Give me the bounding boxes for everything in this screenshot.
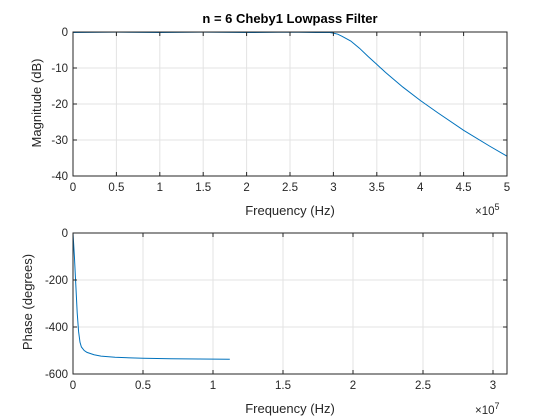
x-axis-multiplier: ×105 xyxy=(475,202,500,218)
x-tick-label: 1 xyxy=(157,182,163,194)
x-axis-label: Frequency (Hz) xyxy=(245,401,335,416)
grid xyxy=(73,233,507,374)
axes-box xyxy=(72,31,508,177)
x-tick-label: 0.5 xyxy=(108,182,124,194)
y-tick-label: -10 xyxy=(51,63,68,75)
y-tick-label: -600 xyxy=(45,369,68,381)
y-tick-label: 0 xyxy=(62,27,68,39)
tick-labels: 0 0.5 1 1.5 2 2.5 3 3.5 4 4.5 5 0 -10 -20 -30 -40 xyxy=(51,27,510,194)
y-tick-label: -20 xyxy=(51,99,68,111)
x-tick-label: 2.5 xyxy=(282,182,298,194)
x-tick-label: 2 xyxy=(243,182,249,194)
y-tick-label: -200 xyxy=(45,275,68,287)
x-tick-label: 1.5 xyxy=(275,380,291,392)
x-tick-label: 4 xyxy=(417,182,424,194)
x-tick-label: 3.5 xyxy=(369,182,385,194)
x-tick-label: 2.5 xyxy=(415,380,431,392)
x-tick-label: 0 xyxy=(70,182,76,194)
grid xyxy=(73,32,507,176)
x-axis-multiplier: ×107 xyxy=(475,401,500,417)
y-axis-label: Magnitude (dB) xyxy=(29,59,44,148)
x-tick-label: 1.5 xyxy=(195,182,211,194)
x-axis-label: Frequency (Hz) xyxy=(245,203,335,218)
x-tick-label: 3 xyxy=(490,380,496,392)
x-tick-label: 0.5 xyxy=(135,380,151,392)
x-tick-label: 1 xyxy=(210,380,216,392)
x-tick-label: 5 xyxy=(504,182,510,194)
y-tick-label: 0 xyxy=(62,228,68,240)
y-tick-label: -30 xyxy=(51,135,68,147)
plot-area xyxy=(72,232,230,360)
magnitude-chart: n = 6 Cheby1 Lowpass Filter 0 0.5 1 1.5 2 2.5… xyxy=(29,11,510,218)
tick-labels: 0 0.5 1 1.5 2 2.5 3 0 -200 -400 -600 xyxy=(45,228,507,392)
chart-title: n = 6 Cheby1 Lowpass Filter xyxy=(202,11,377,26)
x-tick-label: 3 xyxy=(330,182,336,194)
axes-box xyxy=(72,232,508,375)
x-tick-label: 2 xyxy=(350,380,356,392)
series-line xyxy=(72,232,230,360)
x-tick-label: 0 xyxy=(70,380,76,392)
x-tick-label: 4.5 xyxy=(456,182,472,194)
y-axis-label: Phase (degrees) xyxy=(20,254,35,350)
phase-chart: 0 0.5 1 1.5 2 2.5 3 0 -200 -400 -600 Frequency (Hz… xyxy=(20,228,508,417)
y-tick-label: -400 xyxy=(45,322,68,334)
y-tick-label: -40 xyxy=(51,171,68,183)
